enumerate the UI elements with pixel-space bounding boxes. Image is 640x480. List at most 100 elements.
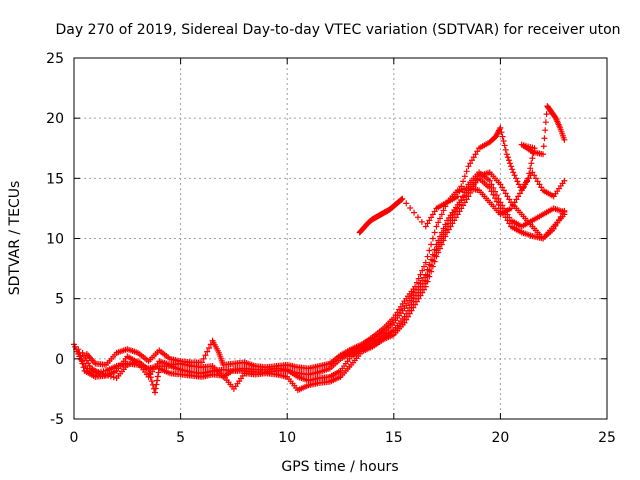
data-point bbox=[426, 247, 433, 254]
data-point bbox=[559, 210, 566, 217]
data-point bbox=[440, 207, 447, 214]
data-point bbox=[542, 127, 549, 134]
data-point bbox=[413, 279, 420, 286]
data-points bbox=[71, 103, 568, 396]
data-point bbox=[422, 259, 429, 266]
data-point bbox=[204, 348, 211, 355]
data-point bbox=[500, 138, 507, 145]
data-point bbox=[513, 175, 520, 182]
data-point bbox=[429, 211, 436, 218]
x-tick-label: 10 bbox=[278, 430, 296, 446]
data-point bbox=[461, 199, 468, 206]
data-point bbox=[436, 245, 443, 252]
data-point bbox=[458, 197, 465, 204]
data-point bbox=[422, 283, 429, 290]
data-point bbox=[497, 124, 504, 131]
data-point bbox=[492, 188, 499, 195]
y-tick-label: 5 bbox=[55, 292, 64, 308]
data-point bbox=[408, 307, 415, 314]
data-point bbox=[440, 237, 447, 244]
data-point bbox=[96, 370, 103, 377]
data-point bbox=[421, 274, 428, 281]
data-point bbox=[499, 202, 506, 209]
data-point bbox=[428, 268, 435, 275]
data-point bbox=[454, 211, 461, 218]
data-point bbox=[419, 267, 426, 274]
data-point bbox=[503, 151, 510, 158]
data-point bbox=[153, 381, 160, 388]
data-point bbox=[506, 160, 513, 167]
data-point bbox=[474, 148, 481, 155]
y-tick-label: 25 bbox=[46, 51, 64, 67]
y-tick-label: -5 bbox=[50, 412, 64, 428]
data-point bbox=[461, 173, 468, 180]
data-point bbox=[504, 154, 511, 161]
data-point bbox=[493, 192, 500, 199]
data-point bbox=[435, 219, 442, 226]
data-point bbox=[407, 205, 414, 212]
data-point bbox=[472, 151, 479, 158]
data-point bbox=[505, 157, 512, 164]
data-point bbox=[509, 202, 516, 209]
data-point bbox=[502, 146, 509, 153]
data-point bbox=[463, 196, 470, 203]
data-point bbox=[447, 223, 454, 230]
data-point bbox=[428, 214, 435, 221]
data-point bbox=[401, 319, 408, 326]
data-point bbox=[474, 176, 481, 183]
data-point bbox=[445, 226, 452, 233]
data-point bbox=[515, 181, 522, 188]
data-point bbox=[541, 135, 548, 142]
data-point bbox=[526, 170, 533, 177]
data-point bbox=[422, 223, 429, 230]
data-point bbox=[561, 207, 568, 214]
data-point bbox=[463, 168, 470, 175]
data-point bbox=[508, 205, 515, 212]
data-point bbox=[467, 160, 474, 167]
data-point bbox=[506, 196, 513, 203]
data-point bbox=[99, 371, 106, 378]
data-point bbox=[403, 200, 410, 207]
data-point bbox=[202, 352, 209, 359]
data-point bbox=[148, 378, 155, 385]
data-point bbox=[152, 385, 159, 392]
data-point bbox=[438, 211, 445, 218]
data-point bbox=[458, 183, 465, 190]
chart-title: Day 270 of 2019, Sidereal Day-to-day VTE… bbox=[55, 22, 620, 38]
data-point bbox=[514, 178, 521, 185]
series-track-4 bbox=[83, 169, 568, 372]
data-point bbox=[490, 184, 497, 191]
data-point bbox=[472, 179, 479, 186]
data-point bbox=[405, 313, 412, 320]
data-point bbox=[79, 360, 86, 367]
y-tick-label: 20 bbox=[46, 111, 64, 127]
data-point bbox=[406, 310, 413, 317]
data-point bbox=[525, 175, 532, 182]
data-point bbox=[511, 172, 518, 179]
data-point bbox=[554, 219, 561, 226]
data-point bbox=[152, 389, 159, 396]
data-point bbox=[561, 136, 568, 143]
data-point bbox=[497, 181, 504, 188]
data-point bbox=[506, 214, 513, 221]
data-point bbox=[511, 199, 518, 206]
data-point bbox=[417, 271, 424, 278]
y-axis-label: SDTVAR / TECUs bbox=[7, 181, 23, 296]
data-point bbox=[105, 372, 112, 379]
data-point bbox=[421, 286, 428, 293]
data-point bbox=[102, 371, 109, 378]
data-point bbox=[550, 225, 557, 232]
data-point bbox=[107, 373, 114, 380]
data-point bbox=[504, 193, 511, 200]
data-point bbox=[438, 241, 445, 248]
data-point bbox=[431, 208, 438, 215]
data-point bbox=[110, 374, 117, 381]
data-point bbox=[532, 175, 539, 182]
data-point bbox=[488, 181, 495, 188]
data-point bbox=[542, 119, 549, 126]
data-point bbox=[460, 178, 467, 185]
data-point bbox=[557, 213, 564, 220]
data-point bbox=[543, 111, 550, 118]
